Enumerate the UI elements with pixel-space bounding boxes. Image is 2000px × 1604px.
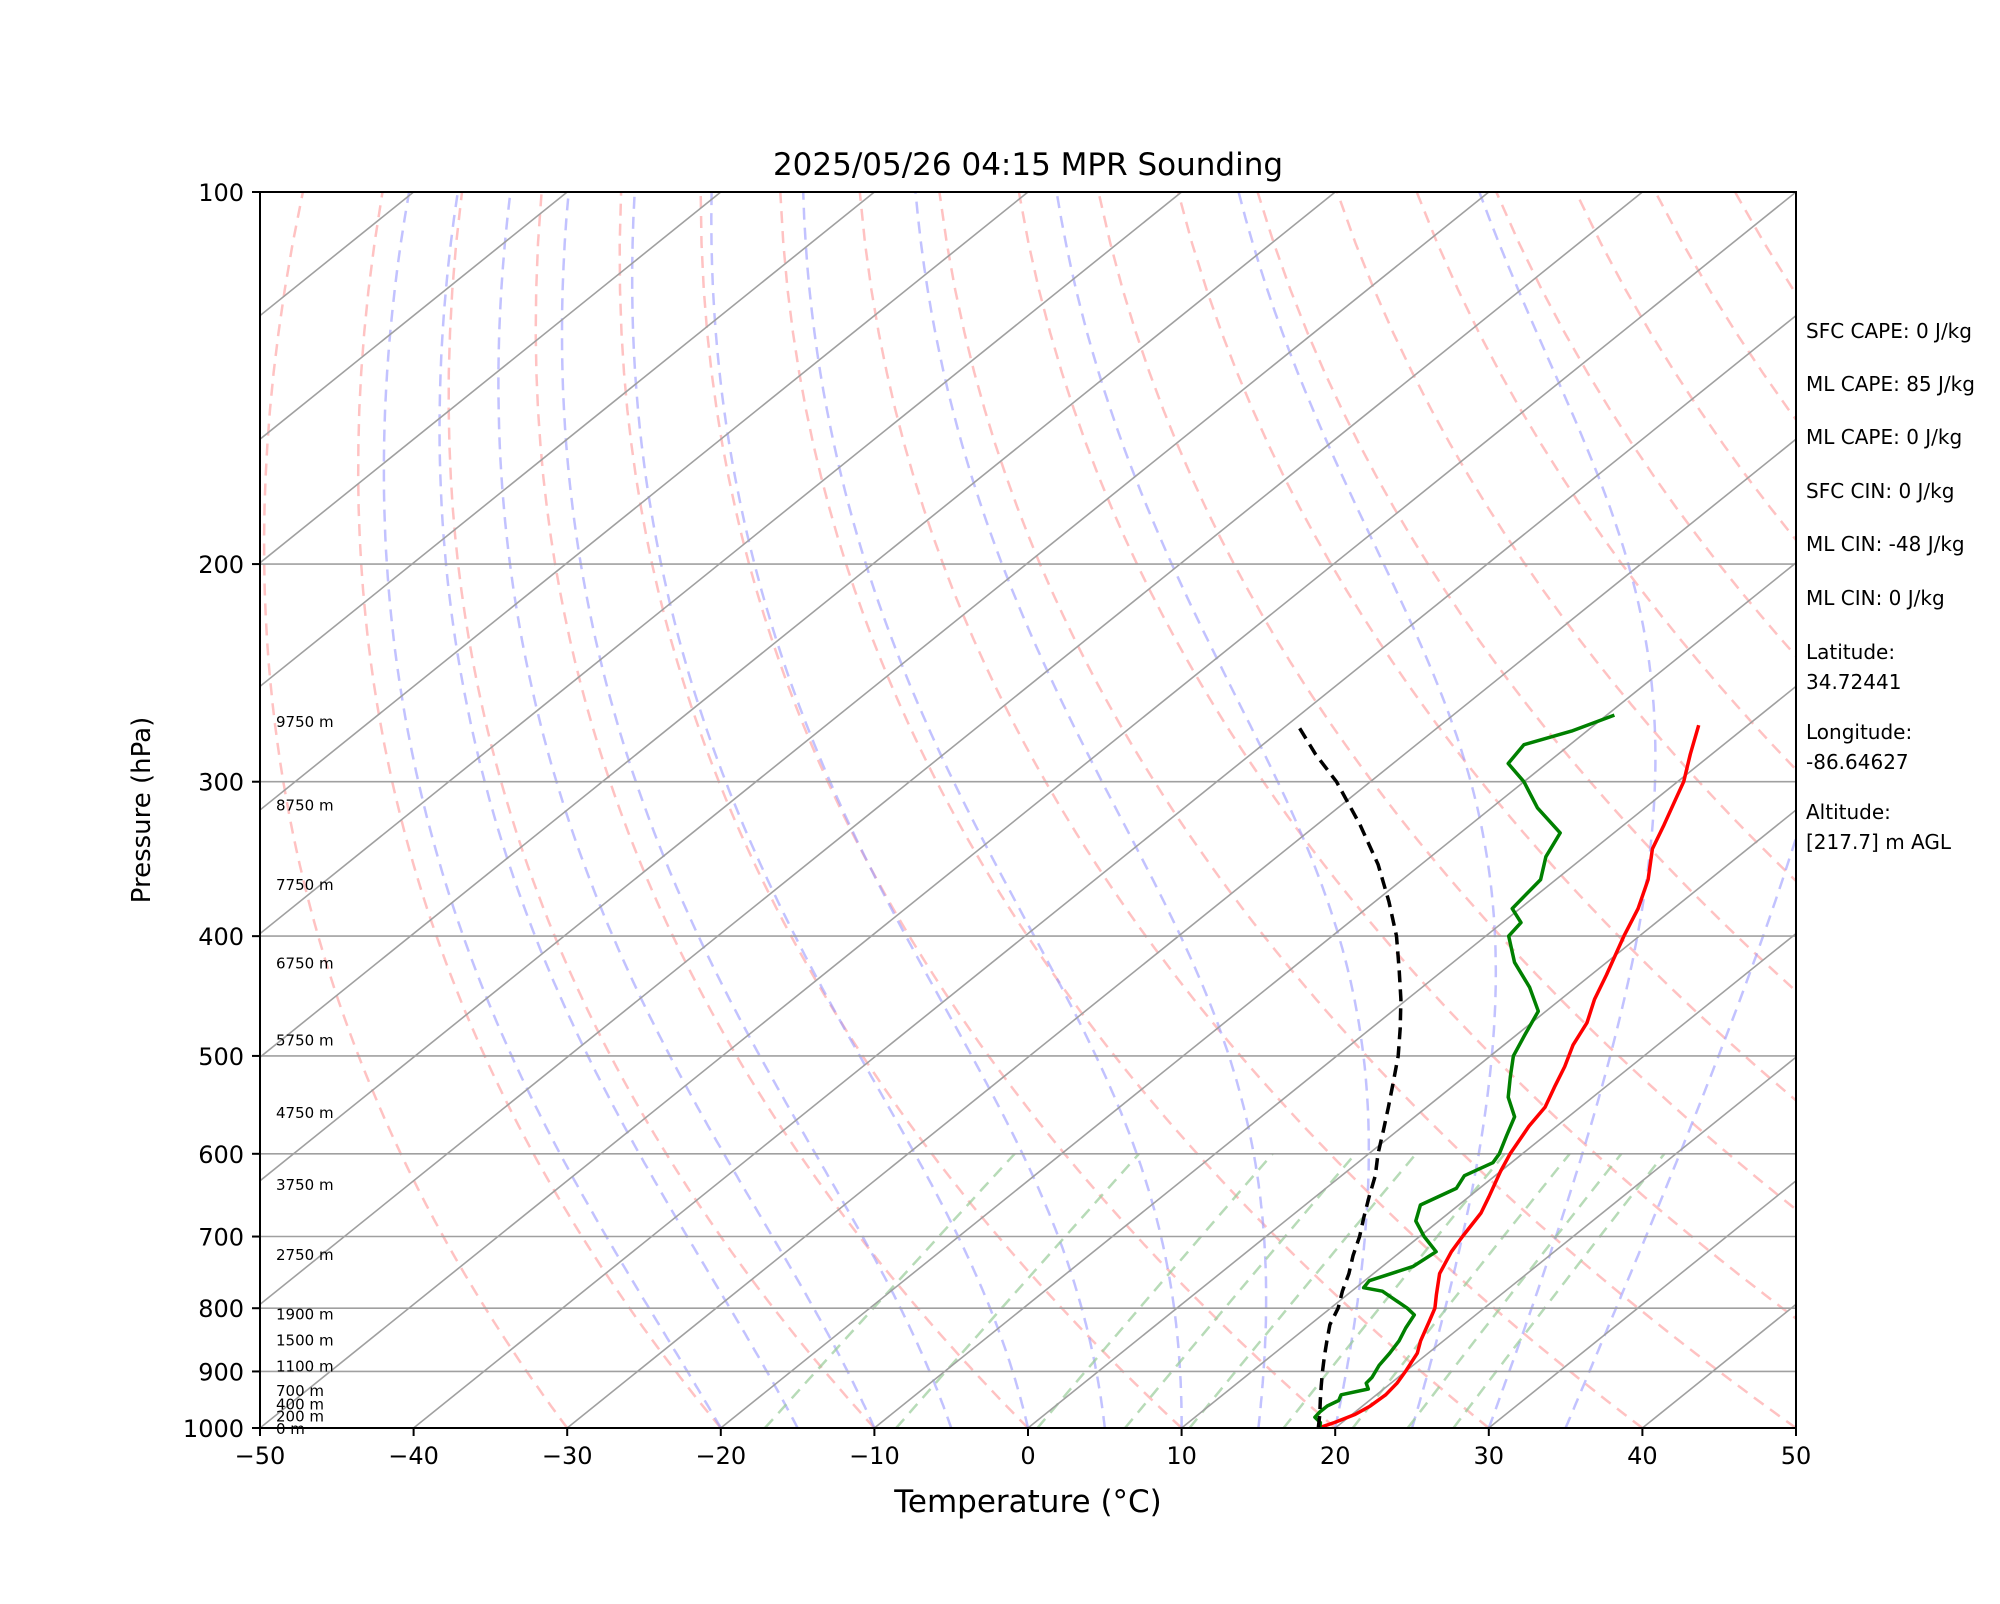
y-tick-label: 100 [198, 179, 244, 207]
height-label: 1900 m [276, 1306, 334, 1324]
dry-adiabat-line [536, 192, 1028, 1428]
x-tick-label: −50 [235, 1442, 286, 1470]
x-tick-label: 0 [1020, 1442, 1035, 1470]
dewpoint-profile-line [1315, 715, 1615, 1428]
height-label: 5750 m [276, 1032, 334, 1050]
height-label: 1500 m [276, 1332, 334, 1350]
y-tick-label: 700 [198, 1224, 244, 1252]
stats-annotation: Longitude: [1806, 720, 1912, 744]
x-axis-label: Temperature (°C) [893, 1484, 1162, 1520]
height-label: 6750 m [276, 954, 334, 972]
y-tick-label: 300 [198, 769, 244, 797]
x-tick-label: 30 [1474, 1442, 1505, 1470]
x-tick-label: 10 [1166, 1442, 1197, 1470]
stats-panel: SFC CAPE: 0 J/kg ML CAPE: 85 J/kg ML CAPE:… [1806, 319, 1975, 854]
y-tick-label: 200 [198, 551, 244, 579]
stats-annotation: ML CAPE: 85 J/kg [1806, 372, 1975, 396]
x-tick-label: 20 [1320, 1442, 1351, 1470]
moist-adiabat-line [803, 192, 1181, 1428]
tick-layer: −50 −40 −30 −20 −10 0 10 20 30 40 50 1000 900 800 700 6… [183, 179, 1811, 1470]
stats-annotation: Altitude: [1806, 800, 1891, 824]
mixing-ratio-line [1037, 1154, 1272, 1428]
y-tick-label: 900 [198, 1358, 244, 1386]
height-label: 3750 m [276, 1176, 334, 1194]
height-label: 700 m [276, 1382, 324, 1400]
stats-annotation: SFC CIN: 0 J/kg [1806, 479, 1954, 503]
y-tick-label: 1000 [183, 1415, 244, 1443]
x-tick-label: −30 [542, 1442, 593, 1470]
moist-adiabat-line [1057, 192, 1369, 1428]
y-axis-label: Pressure (hPa) [127, 717, 157, 904]
dry-adiabat-line [449, 192, 875, 1428]
x-tick-label: −10 [849, 1442, 900, 1470]
isotherm-line [0, 192, 721, 1428]
dry-adiabat-line [620, 192, 1182, 1428]
height-label: 9750 m [276, 713, 334, 731]
stats-annotation: -86.64627 [1806, 750, 1909, 774]
stats-annotation: Latitude: [1806, 640, 1895, 664]
height-label: 2750 m [276, 1246, 334, 1264]
y-tick-label: 400 [198, 923, 244, 951]
x-tick-label: 40 [1627, 1442, 1658, 1470]
height-label: 7750 m [276, 876, 334, 894]
chart-title: 2025/05/26 04:15 MPR Sounding [773, 147, 1283, 183]
stats-annotation: [217.7] m AGL [1806, 830, 1952, 854]
y-tick-label: 600 [198, 1141, 244, 1169]
moist-adiabat-line [384, 192, 721, 1428]
stats-annotation: 34.72441 [1806, 670, 1901, 694]
dry-adiabat-line [860, 192, 1643, 1428]
moist-adiabat-line [1479, 192, 1655, 1428]
y-tick-label: 800 [198, 1295, 244, 1323]
mixing-ratio-line [765, 1154, 1015, 1428]
stats-annotation: ML CAPE: 0 J/kg [1806, 425, 1962, 449]
height-label: 8750 m [276, 797, 334, 815]
stats-annotation: ML CIN: -48 J/kg [1806, 532, 1965, 556]
series-layer [1298, 715, 1699, 1428]
stats-annotation: ML CIN: 0 J/kg [1806, 586, 1945, 610]
y-tick-label: 500 [198, 1043, 244, 1071]
x-tick-label: −20 [695, 1442, 746, 1470]
isotherm-line [0, 192, 1182, 1428]
x-tick-label: −40 [388, 1442, 439, 1470]
moist-adiabat-line [440, 192, 798, 1428]
dry-adiabat-line [939, 192, 1796, 1428]
height-label: 4750 m [276, 1104, 334, 1122]
height-label: 1100 m [276, 1357, 334, 1375]
mixing-ratio-line [1454, 1154, 1665, 1428]
x-tick-label: 50 [1781, 1442, 1812, 1470]
moist-adiabat-line [711, 192, 1105, 1428]
stats-annotation: SFC CAPE: 0 J/kg [1806, 319, 1972, 343]
isotherm-line [567, 192, 2000, 1428]
moist-adiabat-line [498, 192, 874, 1428]
dry-adiabat-line [780, 192, 1489, 1428]
dry-adiabat-line [1974, 192, 2000, 1428]
